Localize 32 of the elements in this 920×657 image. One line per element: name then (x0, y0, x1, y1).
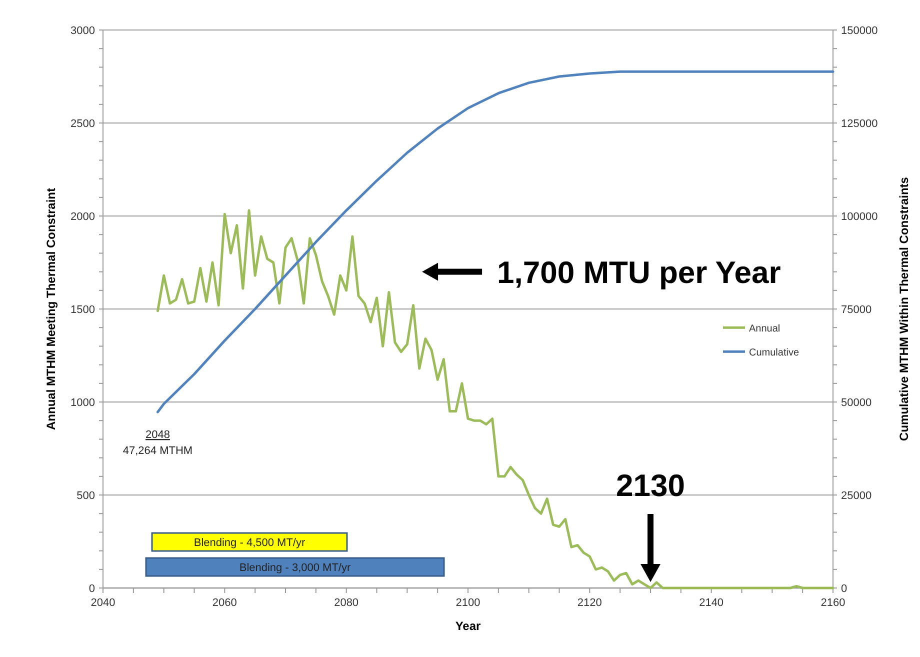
line-series (156, 70, 834, 414)
y2-axis-title: Cumulative MTHM Within Thermal Constraints (897, 176, 911, 441)
x-tick-label: 2040 (90, 597, 116, 609)
y2-tick-label: 75000 (841, 304, 872, 316)
y2-tick-label: 0 (841, 583, 848, 595)
y2-tick-label: 100000 (841, 211, 878, 223)
y-tick-label: 0 (88, 583, 95, 595)
x-tick-label: 2060 (212, 597, 237, 609)
y-tick-label: 2500 (70, 118, 95, 130)
y-axis-title: Annual MTHM Meeting Thermal Constraint (44, 188, 58, 430)
y-tick-label: 1000 (70, 397, 95, 409)
annotation: Blending - 4,500 MT/yr (194, 537, 306, 549)
y2-tick-label: 125000 (841, 118, 878, 130)
y-tick-label: 3000 (70, 25, 95, 37)
legend-label: Cumulative (749, 348, 800, 359)
x-tick-label: 2160 (820, 597, 846, 609)
legend-label: Annual (749, 324, 780, 335)
x-tick-label: 2140 (699, 597, 724, 609)
y-tick-label: 1500 (70, 304, 95, 316)
y2-tick-label: 25000 (841, 490, 872, 502)
y-tick-label: 2000 (70, 211, 95, 223)
x-tick-label: 2120 (577, 597, 602, 609)
annotation: 2048 47,264 MTHM (122, 429, 193, 458)
x-tick-label: 2100 (456, 597, 480, 609)
annotation: 1,700 MTU per Year (497, 254, 781, 290)
y2-tick-label: 150000 (841, 25, 878, 37)
y2-tick-label: 50000 (841, 397, 872, 409)
x-axis-title: Year (455, 619, 482, 633)
annotation: 2130 (616, 468, 685, 503)
annotation: Blending - 3,000 MT/yr (239, 562, 351, 574)
x-tick-label: 2080 (334, 597, 359, 609)
y-tick-label: 500 (76, 490, 95, 502)
